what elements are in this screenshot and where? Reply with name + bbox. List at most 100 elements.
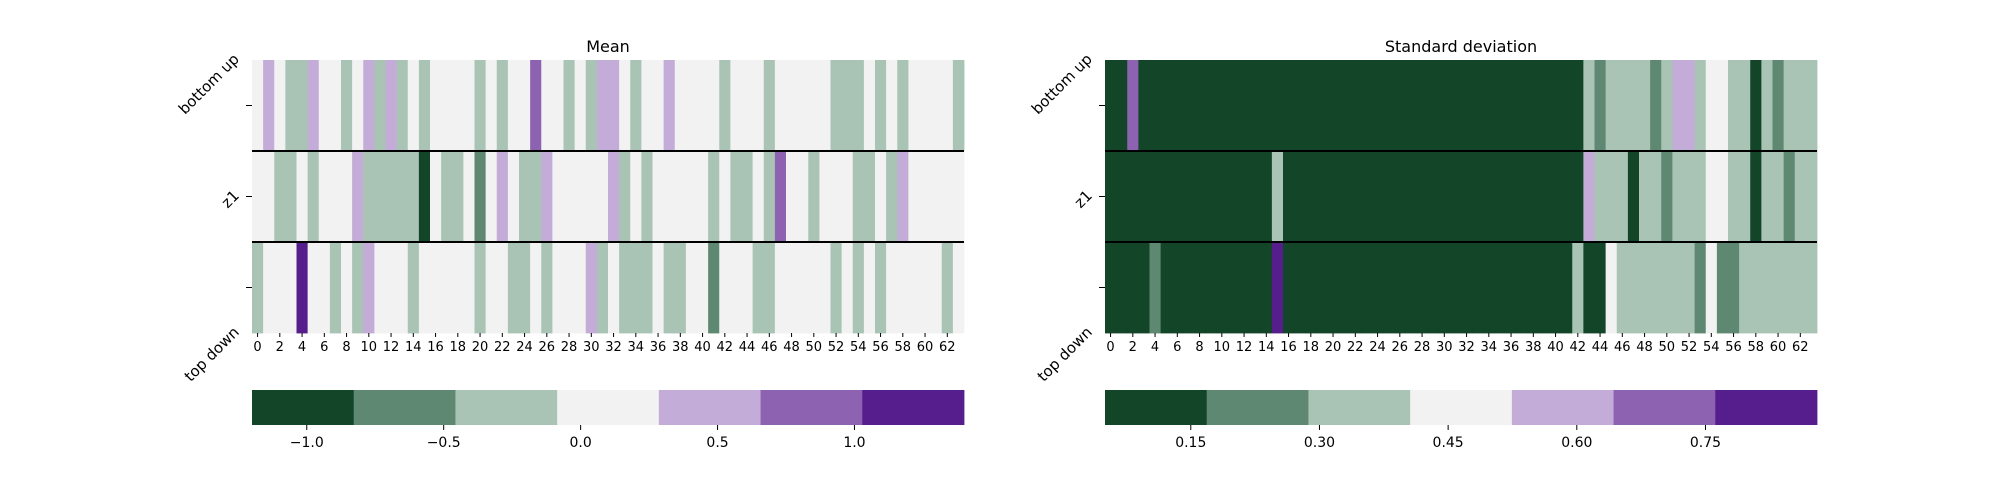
heatmap-cell	[474, 242, 487, 334]
heatmap-cell	[1494, 60, 1506, 152]
heatmap-cell	[1583, 60, 1595, 152]
x-tick-label: 42	[1570, 340, 1587, 355]
heatmap-cell	[263, 242, 275, 334]
heatmap-cell	[1194, 60, 1206, 152]
heatmap-cell	[1394, 60, 1406, 152]
x-tick-label: 32	[1458, 340, 1475, 355]
heatmap-cell	[886, 242, 898, 334]
heatmap-cell	[1805, 151, 1818, 243]
heatmap-cell	[697, 242, 709, 334]
x-tick-label: 42	[717, 340, 734, 355]
heatmap-cell	[685, 60, 698, 152]
heatmap-cell	[1294, 242, 1306, 334]
heatmap-cell	[808, 242, 820, 334]
heatmap-cell	[1249, 242, 1262, 334]
heatmap-cell	[1627, 242, 1640, 334]
heatmap-cell	[1694, 242, 1707, 334]
colorbar-tick-label: 0.75	[1690, 435, 1721, 451]
heatmap-cell	[1449, 60, 1462, 152]
std-title: Standard deviation	[1385, 37, 1537, 56]
heatmap-cell	[1271, 151, 1284, 243]
heatmap-cell	[585, 60, 598, 152]
heatmap-cell	[919, 60, 932, 152]
x-tick-label: 46	[761, 340, 778, 355]
row-label: bottom up	[175, 50, 243, 118]
x-tick-label: 12	[1236, 340, 1253, 355]
heatmap-cell	[1616, 242, 1629, 334]
heatmap-cell	[1127, 242, 1139, 334]
heatmap-cell	[363, 242, 375, 334]
heatmap-cell	[1271, 60, 1284, 152]
heatmap-cell	[1494, 242, 1506, 334]
x-tick-label: 20	[1325, 340, 1342, 355]
colorbar-segment	[862, 390, 965, 425]
heatmap-cell	[774, 60, 787, 152]
heatmap-cell	[1694, 151, 1707, 243]
heatmap-cell	[1283, 60, 1295, 152]
heatmap-cell	[274, 242, 286, 334]
colorbar-tick-label: −1.0	[290, 435, 324, 451]
colorbar-tick-label: 0.5	[706, 435, 728, 451]
heatmap-cell	[363, 151, 375, 243]
heatmap-cell	[1238, 151, 1251, 243]
heatmap-cell	[1149, 242, 1162, 334]
heatmap-cell	[897, 60, 909, 152]
heatmap-cell	[852, 242, 865, 334]
heatmap-cell	[841, 151, 854, 243]
heatmap-cell	[1605, 242, 1618, 334]
heatmap-cell	[1605, 151, 1618, 243]
heatmap-cell	[652, 242, 665, 334]
heatmap-cell	[1305, 60, 1317, 152]
heatmap-cell	[452, 60, 464, 152]
heatmap-cell	[1116, 242, 1128, 334]
heatmap-cell	[496, 242, 509, 334]
heatmap-cell	[1238, 60, 1251, 152]
heatmap-cell	[797, 242, 809, 334]
heatmap-cell	[774, 151, 787, 243]
heatmap-cell	[741, 151, 754, 243]
heatmap-cell	[852, 60, 865, 152]
heatmap-cell	[752, 151, 765, 243]
heatmap-cell	[396, 60, 409, 152]
heatmap-cell	[1572, 242, 1584, 334]
heatmap-cell	[519, 242, 531, 334]
heatmap-cell	[1182, 242, 1195, 334]
x-tick-label: 14	[1258, 340, 1275, 355]
heatmap-cell	[341, 151, 353, 243]
heatmap-cell	[485, 242, 498, 334]
heatmap-cell	[930, 60, 943, 152]
heatmap-cell	[1461, 60, 1473, 152]
heatmap-cell	[608, 242, 620, 334]
heatmap-cell	[585, 151, 598, 243]
heatmap-cell	[1449, 151, 1462, 243]
heatmap-cell	[352, 242, 364, 334]
heatmap-cell	[463, 242, 475, 334]
heatmap-cell	[1194, 151, 1206, 243]
heatmap-cell	[752, 242, 765, 334]
heatmap-cell	[674, 242, 687, 334]
row-label: z1	[218, 187, 243, 212]
heatmap-cell	[886, 60, 898, 152]
heatmap-cell	[596, 242, 609, 334]
heatmap-cell	[274, 60, 286, 152]
heatmap-cell	[919, 242, 932, 334]
heatmap-cell	[1761, 151, 1773, 243]
heatmap-cell	[552, 242, 564, 334]
heatmap-cell	[1138, 242, 1150, 334]
heatmap-cell	[1761, 242, 1773, 334]
heatmap-cell	[1672, 242, 1684, 334]
heatmap-cell	[1783, 60, 1796, 152]
heatmap-cell	[1360, 151, 1373, 243]
heatmap-cell	[663, 151, 676, 243]
heatmap-cell	[1716, 60, 1729, 152]
heatmap-cell	[1516, 242, 1529, 334]
x-tick-label: 52	[1681, 340, 1698, 355]
heatmap-cell	[752, 60, 765, 152]
heatmap-cell	[1349, 151, 1362, 243]
heatmap-cell	[296, 151, 309, 243]
heatmap-cell	[1616, 60, 1629, 152]
heatmap-cell	[507, 242, 520, 334]
heatmap-cell	[1349, 242, 1362, 334]
x-tick-label: 58	[1748, 340, 1765, 355]
